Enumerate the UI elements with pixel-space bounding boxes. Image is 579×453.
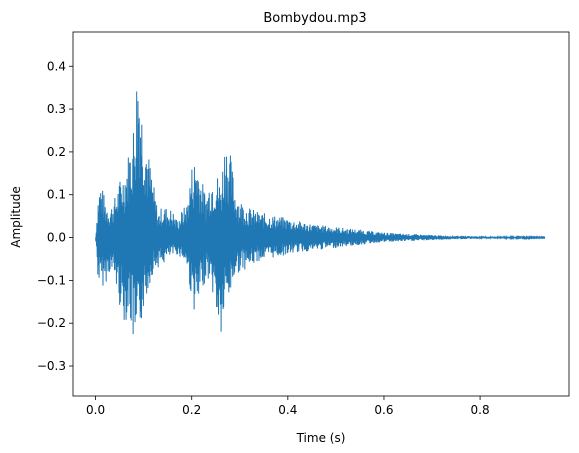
y-tick-label: 0.2 xyxy=(47,145,66,159)
chart-title: Bombydou.mp3 xyxy=(263,11,366,26)
y-tick-label: 0.3 xyxy=(47,102,66,116)
y-tick-label: 0.0 xyxy=(47,231,66,245)
y-tick-label: 0.4 xyxy=(47,59,66,73)
x-axis-label: Time (s) xyxy=(296,431,346,445)
waveform-line xyxy=(95,91,546,335)
y-axis-ticks: −0.3 −0.2 −0.1 0.0 0.1 0.2 0.3 0.4 xyxy=(37,59,73,373)
y-tick-label: −0.1 xyxy=(37,273,66,287)
y-tick-label: −0.3 xyxy=(37,359,66,373)
x-tick-label: 0.2 xyxy=(182,403,201,417)
axes-frame xyxy=(72,31,570,397)
y-axis-label: Amplitude xyxy=(9,186,23,248)
x-tick-label: 0.4 xyxy=(278,403,297,417)
x-tick-label: 0.6 xyxy=(374,403,393,417)
x-tick-label: 0.8 xyxy=(471,403,490,417)
y-tick-label: 0.1 xyxy=(47,188,66,202)
x-tick-label: 0.0 xyxy=(86,403,105,417)
x-axis-ticks: 0.0 0.2 0.4 0.6 0.8 xyxy=(86,396,490,417)
y-tick-label: −0.2 xyxy=(37,316,66,330)
plot-area xyxy=(95,91,546,335)
